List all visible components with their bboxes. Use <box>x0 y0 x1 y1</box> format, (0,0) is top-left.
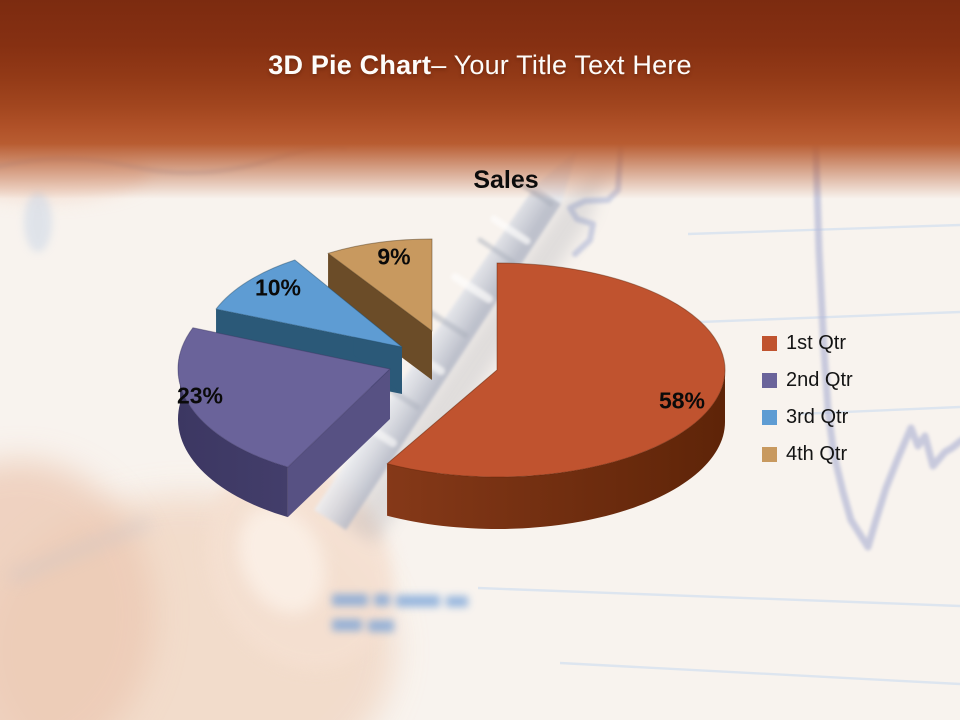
legend-label-4: 4th Qtr <box>786 442 848 465</box>
slide-title-main: 3D Pie Chart <box>268 50 432 80</box>
legend-item-4: 4th Qtr <box>762 443 853 465</box>
photo-chart-line-main <box>811 116 960 551</box>
legend-swatch-3 <box>762 409 777 425</box>
legend-label-3: 3rd Qtr <box>786 405 849 428</box>
legend-label-1: 1st Qtr <box>786 331 847 354</box>
legend-item-3: 3rd Qtr <box>762 406 853 428</box>
slide-title-sub: – Your Title Text Here <box>431 50 692 80</box>
legend-item-1: 1st Qtr <box>762 332 853 354</box>
photo-gridlines <box>477 223 960 686</box>
slide-title: 3D Pie Chart– Your Title Text Here <box>0 50 960 81</box>
pie-data-label-3: 10% <box>254 274 302 301</box>
pie-data-label-2: 23% <box>176 382 224 409</box>
photo-smudge <box>24 192 52 252</box>
legend-item-2: 2nd Qtr <box>762 369 853 391</box>
legend-swatch-1 <box>762 335 777 351</box>
legend-swatch-2 <box>762 372 777 388</box>
chart-legend: 1st Qtr 2nd Qtr 3rd Qtr 4th Qtr <box>762 332 853 480</box>
pen-shadow <box>344 164 607 544</box>
legend-label-2: 2nd Qtr <box>786 368 853 391</box>
photo-blurred-figures <box>332 594 468 632</box>
title-banner: 3D Pie Chart– Your Title Text Here <box>0 0 960 205</box>
pen-icon <box>314 150 577 530</box>
chart-title: Sales <box>473 166 539 194</box>
hand-photo-blur <box>0 142 395 720</box>
legend-swatch-4 <box>762 446 777 462</box>
pie-data-label-1: 58% <box>658 387 706 414</box>
pie-data-label-4: 9% <box>377 243 411 270</box>
